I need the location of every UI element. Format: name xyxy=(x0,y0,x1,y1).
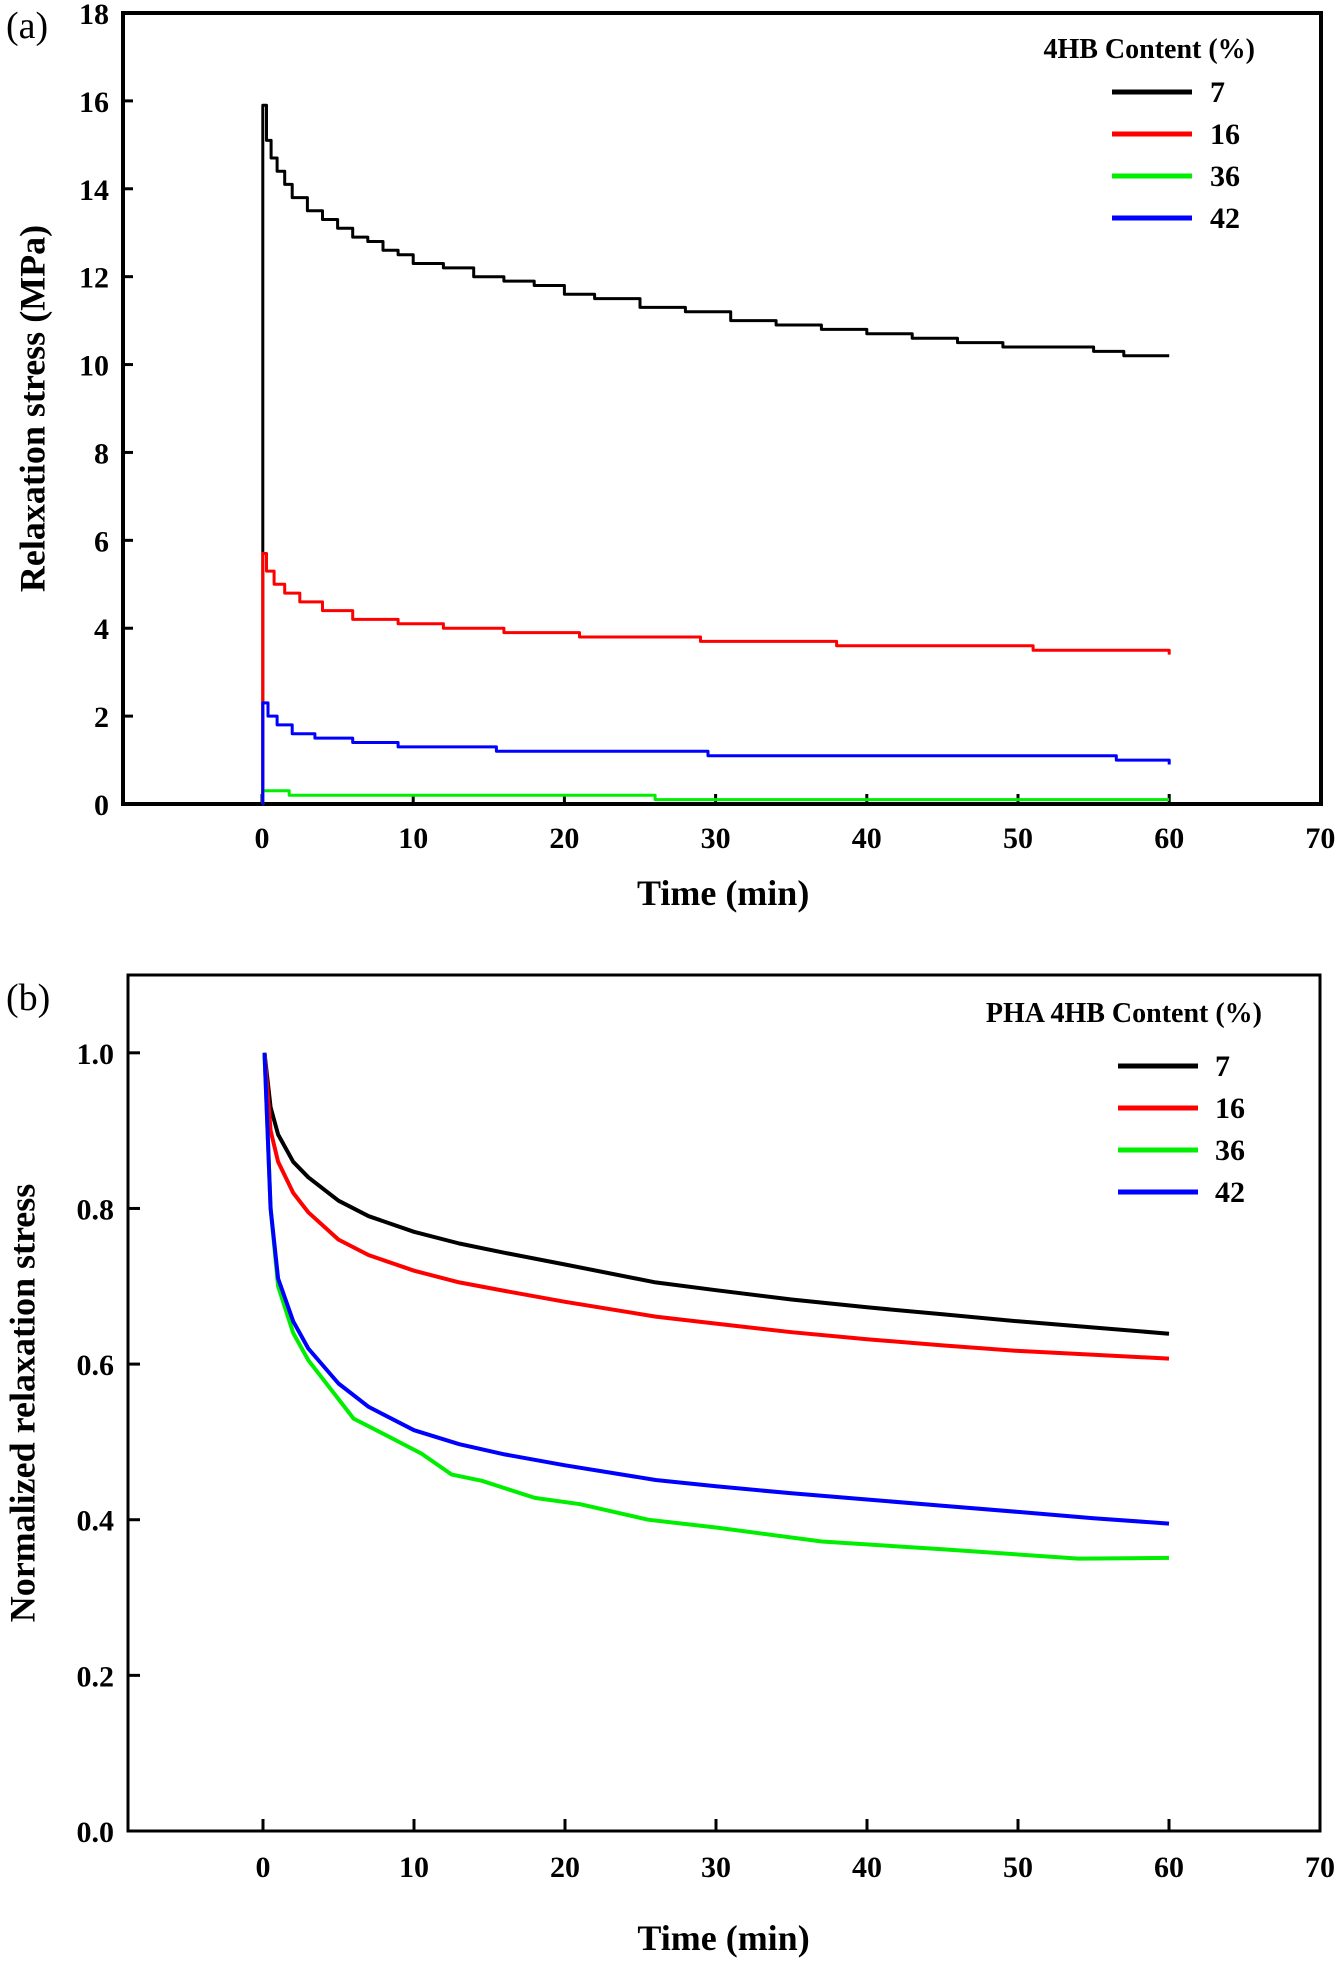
legend-title: PHA 4HB Content (%) xyxy=(986,998,1262,1029)
legend-label: 42 xyxy=(1215,1176,1245,1209)
y-tick-label: 10 xyxy=(79,350,109,383)
legend-label: 7 xyxy=(1215,1050,1230,1083)
y-tick-label: 0.6 xyxy=(77,1349,115,1382)
y-axis-title: Relaxation stress (MPa) xyxy=(12,225,52,592)
panel-label: (b) xyxy=(6,977,50,1019)
x-tick-label: 30 xyxy=(701,822,731,855)
y-tick-label: 1.0 xyxy=(77,1038,115,1071)
legend: 4HB Content (%) 7 16 36 42 xyxy=(1043,34,1255,235)
x-tick-label: 40 xyxy=(852,822,882,855)
series-line-7 xyxy=(261,103,1170,806)
x-tick-label: 30 xyxy=(701,1851,731,1884)
series-line-36 xyxy=(262,1052,1170,1561)
x-tick-label: 50 xyxy=(1003,822,1033,855)
plot-frame xyxy=(126,973,1322,1833)
plot-frame xyxy=(121,11,1323,806)
y-tick-label: 0.8 xyxy=(77,1193,115,1226)
y-tick-label: 0.2 xyxy=(77,1660,115,1693)
legend-label: 36 xyxy=(1210,160,1240,193)
legend-label: 7 xyxy=(1210,76,1225,109)
x-tick-label: 0 xyxy=(256,1851,271,1884)
chart-panel-b: (b) 0.0 0.2 0.4 0.6 0.8 1.0 0 10 20 30 40 50 60 70 Time… xyxy=(2,973,1335,1958)
y-tick-label: 16 xyxy=(79,86,109,119)
y-tick-label: 0.4 xyxy=(77,1505,115,1538)
x-tick-label: 20 xyxy=(550,1851,580,1884)
legend: PHA 4HB Content (%) 7 16 36 42 xyxy=(986,998,1262,1209)
legend-label: 42 xyxy=(1210,202,1240,235)
legend-label: 36 xyxy=(1215,1134,1245,1167)
legend-label: 16 xyxy=(1215,1092,1245,1125)
x-axis-title: Time (min) xyxy=(637,1918,809,1958)
y-tick-label: 14 xyxy=(79,174,109,207)
x-tick-label: 50 xyxy=(1003,1851,1033,1884)
legend-title: 4HB Content (%) xyxy=(1043,34,1255,65)
x-tick-label: 10 xyxy=(398,822,428,855)
series-line-16 xyxy=(262,1052,1170,1361)
x-tick-label: 10 xyxy=(399,1851,429,1884)
y-tick-label: 12 xyxy=(79,262,109,295)
y-tick-label: 8 xyxy=(94,437,109,470)
x-tick-label: 60 xyxy=(1154,1851,1184,1884)
y-tick-label: 2 xyxy=(94,701,109,734)
series-line-42 xyxy=(262,1052,1170,1526)
y-tick-label: 6 xyxy=(94,525,109,558)
series-line-7 xyxy=(262,1052,1170,1336)
x-tick-label: 20 xyxy=(549,822,579,855)
y-tick-label: 18 xyxy=(79,0,109,31)
x-tick-label: 70 xyxy=(1305,822,1335,855)
x-tick-label: 60 xyxy=(1154,822,1184,855)
x-tick-label: 0 xyxy=(255,822,270,855)
x-tick-label: 70 xyxy=(1305,1851,1335,1884)
x-tick-label: 40 xyxy=(852,1851,882,1884)
series-line-42 xyxy=(261,701,1171,806)
y-tick-label: 0.0 xyxy=(77,1816,115,1849)
series-line-16 xyxy=(261,552,1171,806)
y-axis-title: Normalized relaxation stress xyxy=(2,1184,42,1623)
y-tick-label: 4 xyxy=(94,613,109,646)
y-tick-label: 0 xyxy=(94,789,109,822)
panel-label: (a) xyxy=(6,5,48,47)
chart-panel-a: (a) 0 2 4 6 8 10 12 14 16 18 0 10 20 30 40 50 60 70 Time (m… xyxy=(6,0,1335,913)
x-axis-title: Time (min) xyxy=(637,873,809,913)
legend-label: 16 xyxy=(1210,118,1240,151)
